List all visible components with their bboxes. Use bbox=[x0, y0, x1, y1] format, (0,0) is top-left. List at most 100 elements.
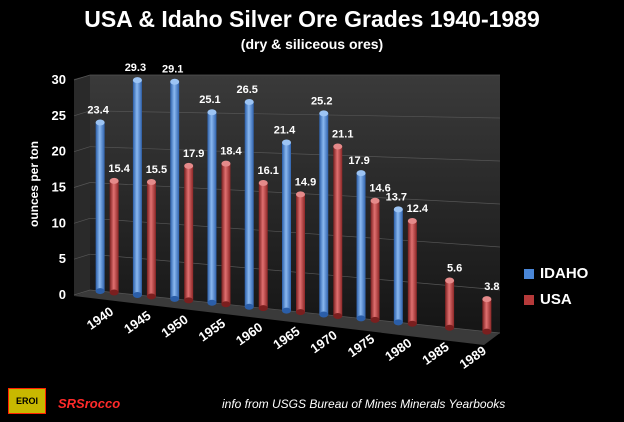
idaho-bar-base bbox=[356, 315, 366, 322]
idaho-bar bbox=[207, 112, 217, 303]
gridline bbox=[89, 253, 501, 291]
x-tick-label: 1960 bbox=[233, 319, 265, 348]
idaho-bar-top bbox=[356, 170, 366, 177]
idaho-bar bbox=[319, 113, 329, 315]
usa-data-label: 3.8 bbox=[484, 281, 499, 293]
legend-label-usa: USA bbox=[540, 291, 572, 308]
idaho-bar-top bbox=[282, 139, 291, 146]
usa-bar-base bbox=[296, 309, 305, 316]
usa-bar-top bbox=[407, 217, 417, 224]
idaho-bar-top bbox=[95, 119, 105, 126]
usa-bar bbox=[445, 280, 455, 328]
idaho-bar-top bbox=[393, 206, 403, 213]
usa-data-label: 17.9 bbox=[183, 148, 204, 160]
y-tick-label: 30 bbox=[52, 72, 66, 87]
gridline-side bbox=[73, 110, 91, 117]
usa-bar-top bbox=[296, 191, 305, 198]
usa-bar-top bbox=[370, 197, 380, 204]
legend-item-idaho: IDAHO bbox=[524, 265, 588, 282]
idaho-data-label: 17.9 bbox=[348, 155, 369, 167]
usa-bar bbox=[370, 200, 380, 320]
usa-bar bbox=[296, 194, 305, 313]
legend-swatch-idaho bbox=[524, 268, 534, 279]
idaho-bar-top bbox=[207, 109, 217, 116]
usa-bar-top bbox=[333, 143, 343, 150]
y-tick-label: 5 bbox=[59, 251, 66, 266]
idaho-bar-base bbox=[95, 288, 105, 295]
x-tick-label: 1940 bbox=[84, 304, 116, 333]
idaho-bar-base bbox=[170, 295, 180, 302]
usa-data-label: 12.4 bbox=[407, 203, 429, 215]
idaho-bar bbox=[132, 80, 142, 295]
x-tick-label: 1955 bbox=[196, 316, 228, 345]
idaho-data-label: 25.2 bbox=[311, 95, 332, 107]
usa-bar-top bbox=[258, 180, 268, 187]
y-tick-label: 20 bbox=[52, 144, 66, 159]
usa-bar bbox=[184, 165, 194, 301]
idaho-data-label: 29.1 bbox=[162, 64, 183, 76]
idaho-bar bbox=[282, 142, 291, 311]
chart-title: USA & Idaho Silver Ore Grades 1940-1989 bbox=[84, 6, 540, 32]
idaho-bar bbox=[170, 81, 180, 299]
idaho-bar-base bbox=[244, 303, 254, 310]
chart-side-wall bbox=[74, 75, 90, 296]
usa-bar-base bbox=[146, 293, 156, 300]
idaho-bar-top bbox=[244, 99, 254, 106]
gridline bbox=[89, 182, 501, 205]
usa-bar-base bbox=[445, 324, 455, 331]
x-tick-label: 1975 bbox=[345, 331, 377, 360]
idaho-bar bbox=[393, 209, 403, 323]
idaho-data-label: 13.7 bbox=[386, 191, 407, 203]
gridline bbox=[89, 110, 501, 119]
usa-bar bbox=[146, 182, 156, 297]
usa-bar bbox=[333, 146, 343, 316]
usa-bar-base bbox=[482, 328, 492, 335]
idaho-bar-top bbox=[319, 110, 329, 117]
idaho-bar bbox=[95, 122, 105, 292]
idaho-data-label: 21.4 bbox=[274, 125, 296, 137]
idaho-bar-base bbox=[319, 311, 329, 318]
x-tick-label: 1970 bbox=[308, 327, 340, 356]
idaho-bar-base bbox=[207, 299, 217, 306]
usa-bar-base bbox=[258, 305, 268, 312]
gridline-side bbox=[73, 146, 91, 153]
y-tick-label: 25 bbox=[52, 108, 66, 123]
gridline-side bbox=[73, 253, 91, 260]
usa-data-label: 18.4 bbox=[220, 146, 242, 158]
x-tick-label: 1945 bbox=[121, 308, 153, 337]
usa-bar-base bbox=[109, 289, 119, 296]
usa-bar-top bbox=[146, 179, 156, 186]
usa-bar-top bbox=[445, 277, 455, 284]
legend-item-usa: USA bbox=[524, 291, 572, 308]
x-tick-label: 1950 bbox=[158, 312, 190, 341]
brand-name: SRSrocco bbox=[58, 396, 121, 411]
usa-data-label: 5.6 bbox=[447, 263, 462, 275]
idaho-data-label: 23.4 bbox=[87, 105, 109, 117]
y-axis-label: ounces per ton bbox=[27, 141, 41, 227]
idaho-bar bbox=[356, 173, 366, 319]
gridline-side bbox=[73, 289, 91, 296]
gridline bbox=[89, 146, 501, 162]
usa-bar-top bbox=[184, 162, 194, 169]
y-tick-label: 0 bbox=[59, 287, 66, 302]
usa-bar-top bbox=[482, 296, 492, 303]
idaho-bar-base bbox=[132, 291, 142, 298]
usa-bar bbox=[109, 180, 119, 293]
idaho-bar-base bbox=[282, 307, 291, 314]
gridline-side bbox=[73, 74, 91, 81]
usa-bar-top bbox=[221, 160, 231, 167]
idaho-bar-top bbox=[170, 78, 180, 85]
usa-bar bbox=[258, 183, 268, 309]
usa-bar-base bbox=[221, 301, 231, 308]
idaho-data-label: 29.3 bbox=[125, 62, 146, 74]
eroi-logo: EROI bbox=[8, 388, 46, 414]
usa-data-label: 14.9 bbox=[295, 176, 316, 188]
gridline-side bbox=[73, 182, 91, 188]
gridline bbox=[89, 217, 501, 248]
gridline-side bbox=[73, 217, 91, 224]
usa-data-label: 16.1 bbox=[258, 165, 279, 177]
usa-bar bbox=[407, 220, 417, 324]
usa-bar-base bbox=[333, 312, 343, 319]
usa-bar-top bbox=[109, 177, 119, 184]
